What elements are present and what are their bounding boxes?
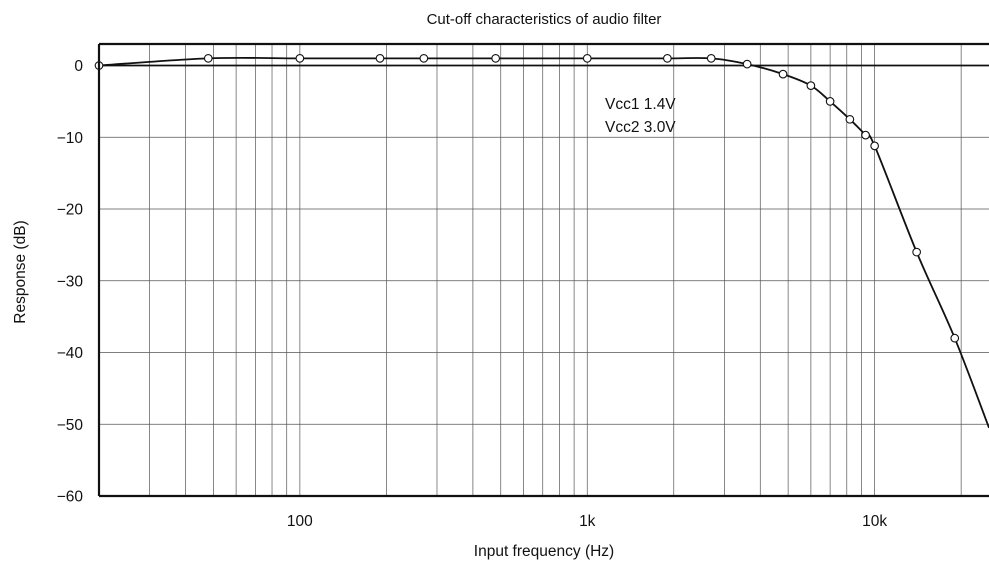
data-point (845, 114, 855, 124)
data-point (491, 53, 500, 63)
data-point (912, 247, 921, 257)
x-tick-label: 1k (579, 513, 596, 530)
marker-layer (94, 53, 960, 343)
data-point (295, 53, 305, 63)
data-point (419, 53, 429, 63)
annotation-vcc2: Vcc2 3.0V (605, 119, 676, 136)
series-layer (98, 56, 989, 429)
data-point (742, 59, 752, 69)
y-axis-label: Response (dB) (12, 220, 29, 323)
data-point (870, 141, 879, 151)
y-tick-label: −50 (57, 417, 84, 434)
plot-frame (97, 42, 989, 498)
data-point (806, 81, 816, 90)
data-point (706, 53, 716, 63)
y-tick-label: −30 (57, 273, 84, 290)
y-tick-label: −10 (57, 130, 84, 147)
data-point (778, 69, 788, 79)
data-point (663, 53, 672, 63)
annotation-vcc1: Vcc1 1.4V (605, 96, 676, 113)
y-tick-label: 0 (74, 58, 83, 75)
series-line-0 (98, 56, 989, 429)
tick-labels: 0 −10 −20 −30 −40 −50 −60 100 1k 10k (57, 58, 888, 530)
x-axis-label: Input frequency (Hz) (474, 543, 614, 560)
y-tick-label: −60 (57, 489, 84, 506)
data-point (203, 53, 213, 63)
chart-title: Cut-off characteristics of audio filter (427, 11, 662, 28)
data-point (861, 130, 870, 140)
y-tick-label: −40 (57, 345, 84, 362)
y-tick-label: −20 (57, 202, 84, 219)
x-tick-label: 10k (862, 513, 887, 530)
x-tick-label: 100 (287, 513, 313, 530)
data-point (375, 53, 385, 63)
data-point (825, 97, 835, 106)
data-point (950, 333, 960, 343)
data-point (582, 53, 592, 63)
grid (99, 44, 989, 496)
